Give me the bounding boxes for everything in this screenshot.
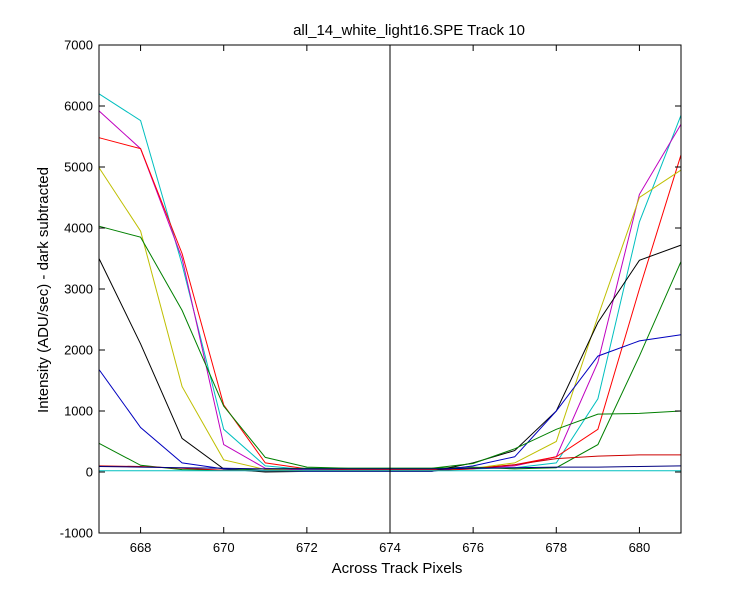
x-tick-label: 678 [545,540,567,555]
y-tick-label: 1000 [64,404,93,419]
plot-frame [98,44,682,534]
y-tick-label: 7000 [64,38,93,53]
y-tick-label: 4000 [64,221,93,236]
y-tick-label: 5000 [64,160,93,175]
chart-title: all_14_white_light16.SPE Track 10 [293,22,525,39]
x-tick-label: 674 [379,540,401,555]
x-axis-label: Across Track Pixels [332,560,463,577]
x-tick-label: 680 [629,540,651,555]
y-tick-label: 3000 [64,282,93,297]
x-tick-label: 668 [130,540,152,555]
y-tick-label: -1000 [60,526,93,541]
x-tick-label: 672 [296,540,318,555]
x-tick-label: 670 [213,540,235,555]
x-tick-label: 676 [462,540,484,555]
y-axis-label: Intensity (ADU/sec) - dark subtracted [35,167,52,413]
tick-layer: 668 670 672 674 676 678 680 -1000 0 1000 2000 3000 4… [60,38,681,555]
y-tick-label: 2000 [64,343,93,358]
y-tick-label: 6000 [64,99,93,114]
y-tick-label: 0 [86,465,93,480]
